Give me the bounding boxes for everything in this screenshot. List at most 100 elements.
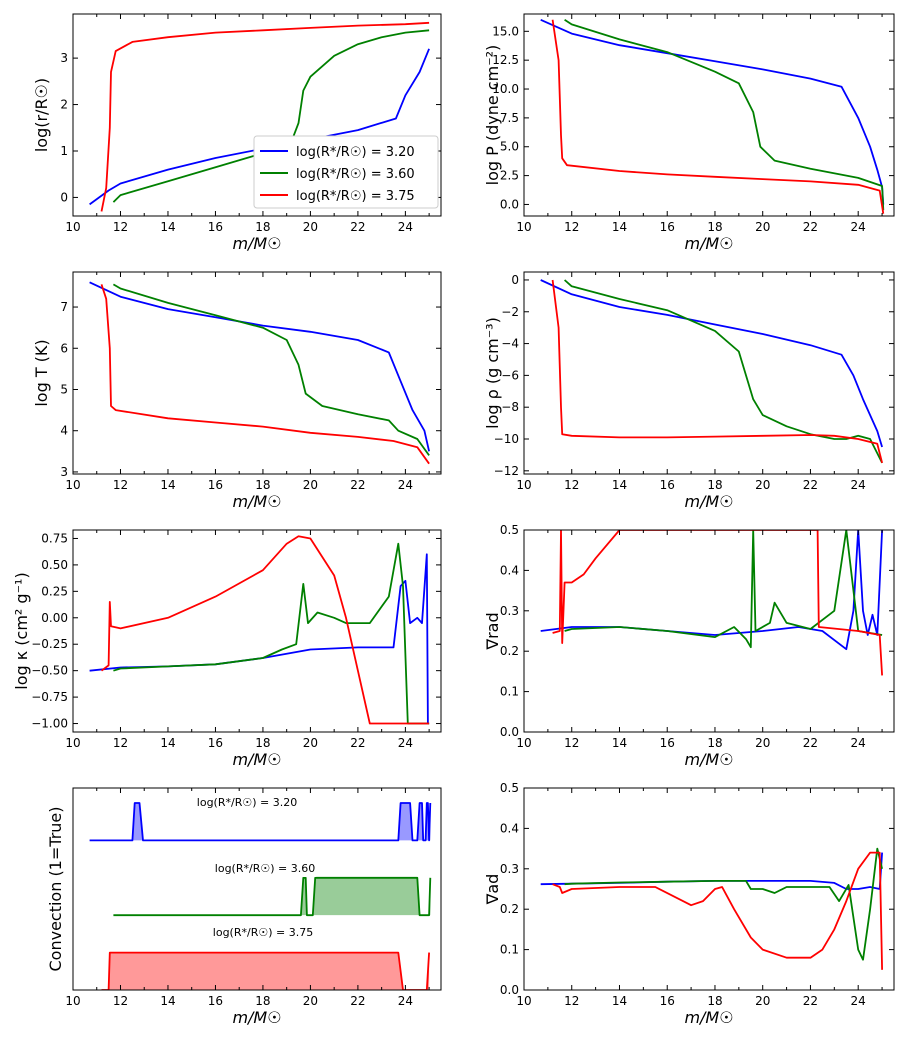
y-tick-label: 3 (60, 51, 68, 65)
x-tick-label: 14 (612, 220, 627, 234)
x-tick-label: 10 (516, 220, 531, 234)
y-tick-label: −0.50 (31, 664, 68, 678)
x-tick-label: 24 (851, 220, 866, 234)
y-tick-label: −8 (501, 400, 519, 414)
axes-frame (72, 529, 442, 733)
y-axis-label: log(r/R☉) (32, 78, 51, 152)
x-tick-label: 12 (564, 736, 579, 750)
x-axis-label: m/M☉ (232, 1008, 281, 1027)
x-tick-label: 14 (160, 220, 175, 234)
annotation-2: log(R*/R☉) = 3.75 (213, 926, 313, 939)
y-tick-label: −0.25 (31, 637, 68, 651)
panel-grad_ad: 10 12 14 16 18 20 22 24 0.0 0.1 0.2 0.3 0.4 0.5 m/M☉ ∇a… (483, 781, 895, 1027)
legend-label-2: log(R*/R☉) = 3.75 (296, 189, 415, 204)
x-tick-label: 24 (851, 994, 866, 1008)
series-line-0 (89, 281, 430, 452)
y-axis-label: log ρ (g cm⁻³) (483, 317, 502, 429)
series-line-1 (564, 279, 883, 464)
panel-convection: 10 12 14 16 18 20 22 24 m/M☉ Convection (1=True) l… (46, 787, 442, 1027)
x-axis-label: m/M☉ (684, 750, 733, 769)
series-line-0 (89, 553, 430, 725)
y-tick-label: 0.3 (500, 604, 519, 618)
x-tick-label: 18 (255, 994, 270, 1008)
x-tick-label: 12 (113, 994, 128, 1008)
x-tick-label: 12 (564, 478, 579, 492)
x-tick-label: 20 (303, 736, 318, 750)
legend-box (253, 135, 439, 209)
panel-grad_rad: 10 12 14 16 18 20 22 24 0.0 0.1 0.2 0.3 0.4 0.5 m/M☉ ∇r… (483, 523, 895, 769)
x-tick-label: 24 (398, 478, 413, 492)
series-line-2 (552, 851, 883, 970)
x-axis-label: m/M☉ (684, 1008, 733, 1027)
x-tick-label: 16 (660, 994, 675, 1008)
y-tick-label: −12 (494, 464, 519, 478)
annotation-bg-1 (212, 861, 318, 877)
x-tick-label: 22 (350, 478, 365, 492)
x-tick-label: 16 (208, 736, 223, 750)
panel-T: 10 12 14 16 18 20 22 24 3 4 5 6 7 m/M☉ log T (K) (32, 271, 442, 511)
legend-label-0: log(R*/R☉) = 3.20 (296, 145, 415, 160)
y-tick-label: 12.5 (492, 53, 519, 67)
y-tick-label: 4 (60, 424, 68, 438)
x-tick-label: 14 (160, 994, 175, 1008)
y-tick-label: 0 (511, 273, 519, 287)
panel-P: 10 12 14 16 18 20 22 24 0.0 2.5 5.0 7.5 10.0 12.5 15.0… (483, 13, 895, 253)
series-line-2 (551, 279, 883, 464)
y-tick-label: 0.5 (500, 523, 519, 537)
series-line-1 (112, 29, 430, 203)
x-tick-label: 10 (516, 478, 531, 492)
x-tick-label: 18 (707, 220, 722, 234)
series-line-2 (552, 530, 883, 676)
series-fill-2 (101, 952, 430, 990)
x-tick-label: 18 (255, 478, 270, 492)
x-tick-label: 14 (160, 478, 175, 492)
y-tick-label: −0.75 (31, 690, 68, 704)
y-tick-label: −2 (501, 305, 519, 319)
y-tick-label: 1 (60, 144, 68, 158)
x-tick-label: 10 (516, 994, 531, 1008)
y-axis-label: ∇ad (483, 874, 502, 906)
y-tick-label: 3 (60, 465, 68, 479)
axes-frame (523, 529, 895, 733)
series-line-2 (100, 21, 430, 212)
x-tick-label: 16 (660, 220, 675, 234)
x-axis-label: m/M☉ (232, 750, 281, 769)
y-tick-label: 5.0 (500, 140, 519, 154)
axes-frame (72, 271, 442, 475)
x-tick-label: 24 (851, 736, 866, 750)
annotation-1: log(R*/R☉) = 3.60 (215, 862, 315, 875)
axes-frame (523, 13, 895, 217)
series-line-2 (101, 951, 430, 990)
y-tick-label: 0.00 (41, 611, 68, 625)
x-axis-label: m/M☉ (684, 234, 733, 253)
x-tick-label: 16 (660, 736, 675, 750)
y-tick-label: 0.1 (500, 943, 519, 957)
y-tick-label: 0.4 (500, 821, 519, 835)
series-line-1 (564, 530, 883, 649)
x-axis-label: m/M☉ (232, 492, 281, 511)
legend: log(R*/R☉) = 3.20 log(R*/R☉) = 3.60 log(R*… (253, 135, 439, 209)
x-tick-label: 16 (208, 220, 223, 234)
y-tick-label: 0.25 (41, 584, 68, 598)
axes-frame (523, 787, 895, 991)
axes-frame (72, 13, 442, 217)
x-tick-label: 20 (755, 994, 770, 1008)
y-tick-label: 7.5 (500, 111, 519, 125)
x-tick-label: 10 (65, 994, 80, 1008)
x-tick-label: 22 (803, 220, 818, 234)
y-axis-label: log P (dyne cm⁻²) (483, 45, 502, 186)
series-line-1 (564, 847, 883, 961)
y-tick-label: −1.00 (31, 717, 68, 731)
x-axis-label: m/M☉ (684, 492, 733, 511)
y-tick-label: 0.0 (500, 725, 519, 739)
x-tick-label: 18 (255, 220, 270, 234)
x-tick-label: 24 (398, 220, 413, 234)
x-tick-label: 14 (160, 736, 175, 750)
x-tick-label: 12 (113, 220, 128, 234)
x-tick-label: 12 (564, 994, 579, 1008)
x-tick-label: 22 (803, 478, 818, 492)
y-tick-label: 0.2 (500, 644, 519, 658)
x-tick-label: 12 (113, 736, 128, 750)
y-tick-label: 2 (60, 98, 68, 112)
